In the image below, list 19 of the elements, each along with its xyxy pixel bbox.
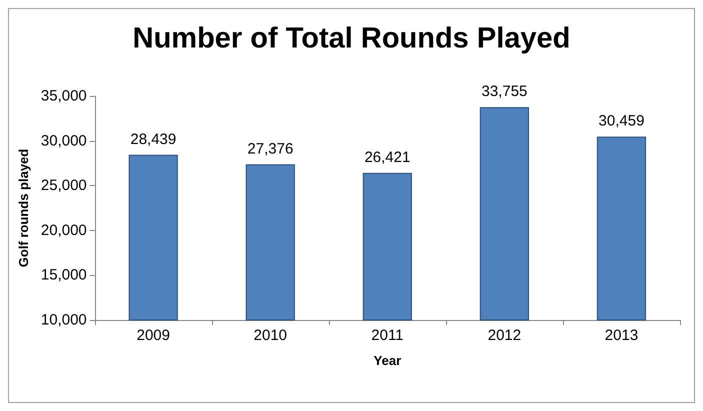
data-label: 26,421 (364, 148, 410, 166)
data-label: 27,376 (247, 140, 294, 158)
x-axis-title: Year (374, 353, 402, 368)
x-tick-label: 2009 (136, 327, 170, 344)
y-tick-label: 35,000 (40, 88, 87, 104)
y-axis-title: Golf rounds played (16, 148, 31, 268)
x-tick-label: 2013 (604, 327, 638, 344)
y-tick-label: 15,000 (40, 266, 87, 284)
y-tick-label: 10,000 (40, 312, 87, 328)
x-tick-label: 2011 (371, 327, 404, 344)
chart-title: Number of Total Rounds Played (132, 22, 570, 54)
data-label: 28,439 (130, 130, 176, 148)
y-tick-label: 25,000 (40, 177, 87, 194)
x-tick-label: 2012 (488, 327, 522, 344)
data-label: 30,459 (598, 112, 644, 130)
y-tick-label: 20,000 (40, 222, 87, 239)
y-tick-label: 30,000 (40, 132, 87, 150)
x-tick-label: 2010 (254, 327, 288, 344)
data-label: 33,755 (481, 83, 528, 100)
